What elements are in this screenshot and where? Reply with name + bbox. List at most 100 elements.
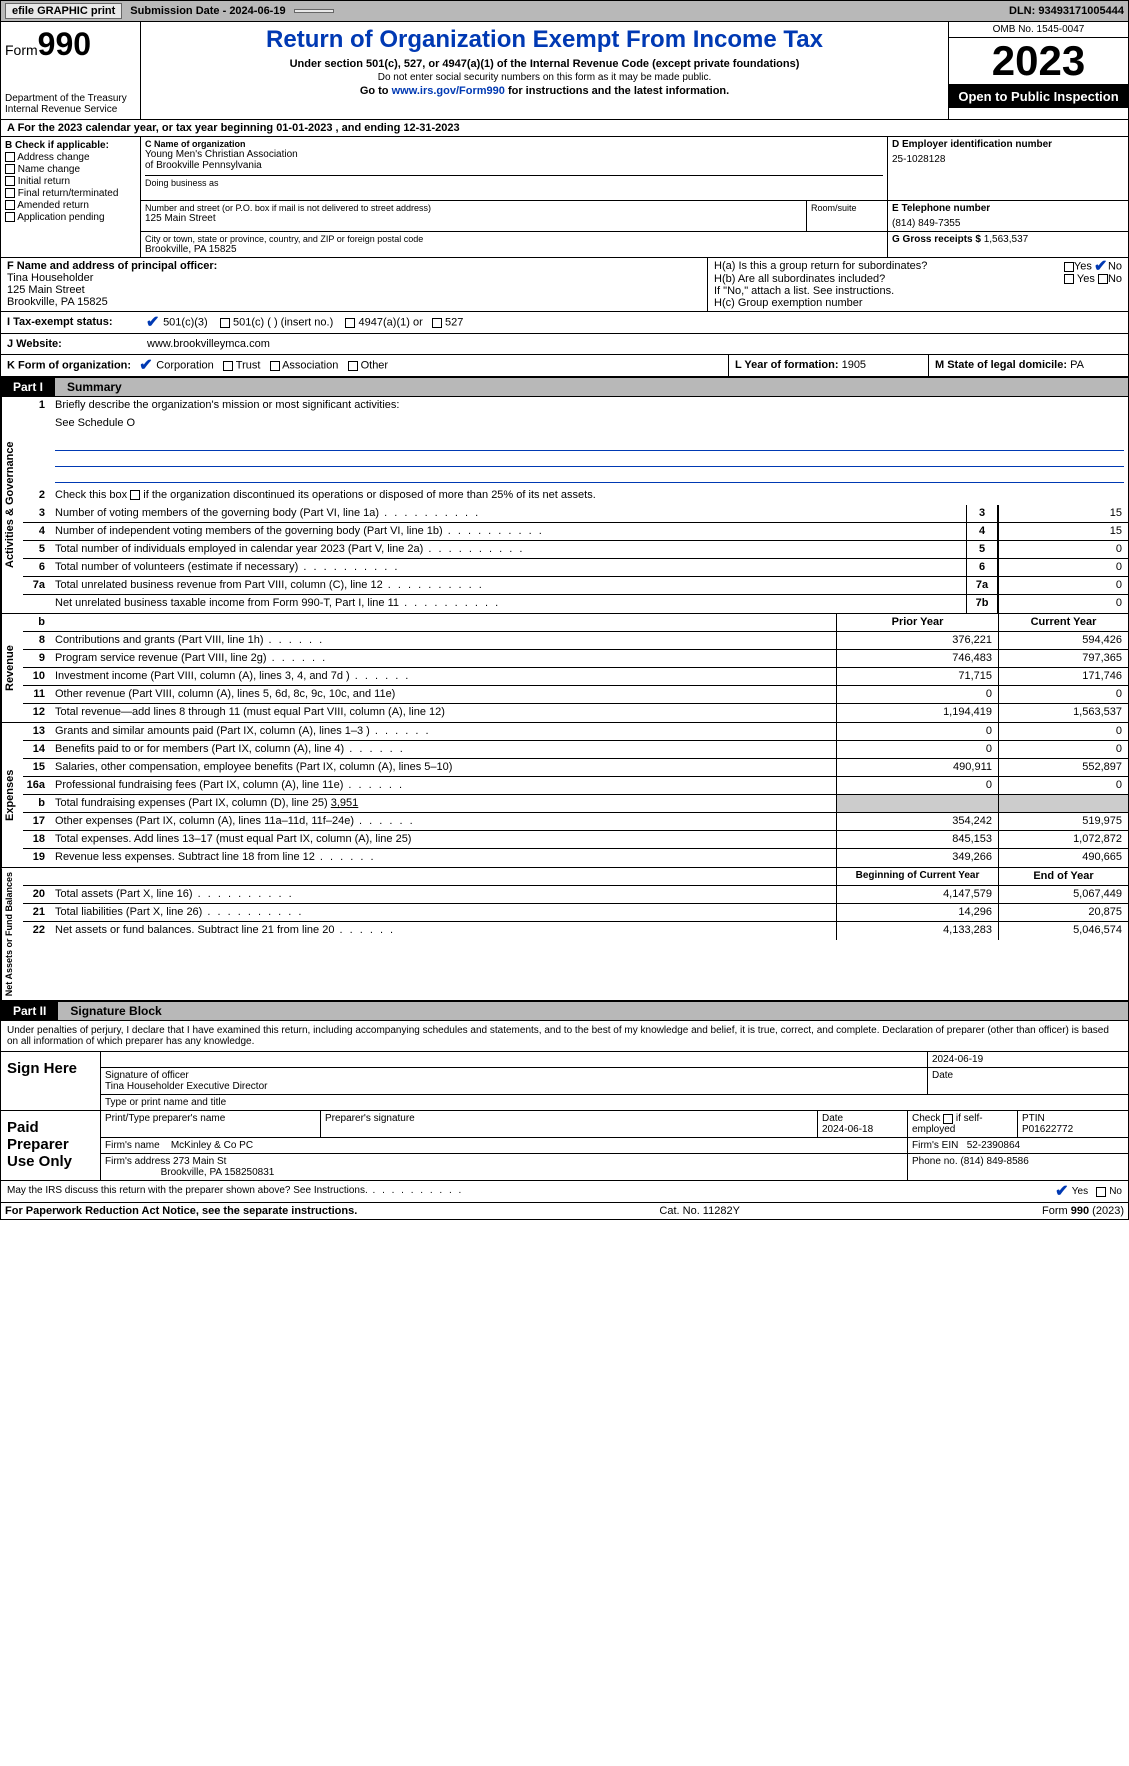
p11: 0 xyxy=(836,686,998,703)
checkbox-name[interactable] xyxy=(5,164,15,174)
subtitle-3: Go to www.irs.gov/Form990 for instructio… xyxy=(145,85,944,97)
summary-rev: Revenue bPrior YearCurrent Year 8Contrib… xyxy=(0,614,1129,723)
c19: 490,665 xyxy=(998,849,1128,867)
form-title: Return of Organization Exempt From Incom… xyxy=(145,26,944,54)
discuss-no[interactable] xyxy=(1096,1187,1106,1197)
year-formation: 1905 xyxy=(842,359,866,371)
k-other[interactable] xyxy=(348,361,358,371)
open-to-public: Open to Public Inspection xyxy=(949,85,1128,108)
v4: 15 xyxy=(998,523,1128,540)
footer: For Paperwork Reduction Act Notice, see … xyxy=(0,1203,1129,1220)
c14: 0 xyxy=(998,741,1128,758)
part2-header: Part II Signature Block xyxy=(0,1001,1129,1021)
p12: 1,194,419 xyxy=(836,704,998,722)
row-i: I Tax-exempt status: 501(c)(3) 501(c) ( … xyxy=(0,312,1129,334)
p17: 354,242 xyxy=(836,813,998,830)
l2-checkbox[interactable] xyxy=(130,490,140,500)
tax-year: 2023 xyxy=(949,38,1128,85)
p18: 845,153 xyxy=(836,831,998,848)
officer-name: Tina Householder xyxy=(7,272,701,284)
c17: 519,975 xyxy=(998,813,1128,830)
sign-date: 2024-06-19 xyxy=(928,1052,1128,1067)
c13: 0 xyxy=(998,723,1128,740)
discuss-yes-checked[interactable] xyxy=(1056,1185,1069,1198)
v5: 0 xyxy=(998,541,1128,558)
dln: DLN: 93493171005444 xyxy=(1009,5,1124,17)
k-trust[interactable] xyxy=(223,361,233,371)
firm-phone: (814) 849-8586 xyxy=(960,1156,1028,1167)
p8: 376,221 xyxy=(836,632,998,649)
checkbox-amended[interactable] xyxy=(5,200,15,210)
paid-preparer-block: Paid Preparer Use Only Print/Type prepar… xyxy=(0,1111,1129,1181)
ptin: P01622772 xyxy=(1022,1124,1073,1135)
checkbox-initial[interactable] xyxy=(5,176,15,186)
l16b-val: 3,951 xyxy=(331,797,359,809)
form-number: Form990 xyxy=(5,26,136,63)
p15: 490,911 xyxy=(836,759,998,776)
b22: 4,133,283 xyxy=(836,922,998,940)
omb-number: OMB No. 1545-0047 xyxy=(949,22,1128,38)
row-k: K Form of organization: Corporation Trus… xyxy=(0,355,1129,377)
prep-date: 2024-06-18 xyxy=(822,1124,873,1135)
checkbox-addr[interactable] xyxy=(5,152,15,162)
ha-no-checked[interactable] xyxy=(1095,260,1108,273)
summary-gov: Activities & Governance 1Briefly describ… xyxy=(0,397,1129,614)
firm-ein: 52-2390864 xyxy=(967,1140,1020,1151)
c10: 171,746 xyxy=(998,668,1128,685)
section-b-to-g: B Check if applicable: Address change Na… xyxy=(0,137,1129,258)
k-corp-checked[interactable] xyxy=(140,359,153,372)
p16a: 0 xyxy=(836,777,998,794)
summary-exp: Expenses 13Grants and similar amounts pa… xyxy=(0,723,1129,868)
e20: 5,067,449 xyxy=(998,886,1128,903)
irs-link[interactable]: www.irs.gov/Form990 xyxy=(392,85,505,97)
c18: 1,072,872 xyxy=(998,831,1128,848)
ein: 25-1028128 xyxy=(892,154,1124,165)
v7b: 0 xyxy=(998,595,1128,613)
street: 125 Main Street xyxy=(145,213,802,224)
v3: 15 xyxy=(998,505,1128,522)
i-527[interactable] xyxy=(432,318,442,328)
sig-declaration: Under penalties of perjury, I declare th… xyxy=(0,1021,1129,1052)
k-assoc[interactable] xyxy=(270,361,280,371)
hb-yes[interactable] xyxy=(1064,274,1074,284)
submission-date: Submission Date - 2024-06-19 xyxy=(130,5,285,17)
row-j: J Website: www.brookvilleymca.com xyxy=(0,334,1129,355)
c12: 1,563,537 xyxy=(998,704,1128,722)
subtitle-1: Under section 501(c), 527, or 4947(a)(1)… xyxy=(145,58,944,70)
c16a: 0 xyxy=(998,777,1128,794)
phone: (814) 849-7355 xyxy=(892,218,1124,229)
i-4947[interactable] xyxy=(345,318,355,328)
c9: 797,365 xyxy=(998,650,1128,667)
p19: 349,266 xyxy=(836,849,998,867)
c11: 0 xyxy=(998,686,1128,703)
checkbox-app[interactable] xyxy=(5,212,15,222)
firm-addr2: Brookville, PA 158250831 xyxy=(161,1167,275,1178)
discuss-row: May the IRS discuss this return with the… xyxy=(0,1181,1129,1203)
p10: 71,715 xyxy=(836,668,998,685)
ha-yes[interactable] xyxy=(1064,262,1074,272)
v6: 0 xyxy=(998,559,1128,576)
p9: 746,483 xyxy=(836,650,998,667)
subtitle-2: Do not enter social security numbers on … xyxy=(145,72,944,83)
state: PA xyxy=(1070,359,1084,371)
checkbox-final[interactable] xyxy=(5,188,15,198)
v7a: 0 xyxy=(998,577,1128,594)
blank-button[interactable] xyxy=(294,9,334,13)
b21: 14,296 xyxy=(836,904,998,921)
p14: 0 xyxy=(836,741,998,758)
self-emp-checkbox[interactable] xyxy=(943,1114,953,1124)
p13: 0 xyxy=(836,723,998,740)
form-header: Form990 Department of the Treasury Inter… xyxy=(0,22,1129,120)
e22: 5,046,574 xyxy=(998,922,1128,940)
c8: 594,426 xyxy=(998,632,1128,649)
city: Brookville, PA 15825 xyxy=(145,244,883,255)
i-5013-checked[interactable] xyxy=(147,316,160,329)
website: www.brookvilleymca.com xyxy=(141,334,276,354)
i-501c[interactable] xyxy=(220,318,230,328)
firm-name: McKinley & Co PC xyxy=(171,1140,253,1151)
mission: See Schedule O xyxy=(51,415,1128,433)
efile-button[interactable]: efile GRAPHIC print xyxy=(5,3,122,19)
e21: 20,875 xyxy=(998,904,1128,921)
sign-here-block: Sign Here 2024-06-19 Signature of office… xyxy=(0,1052,1129,1111)
officer-sig: Tina Householder Executive Director xyxy=(105,1081,267,1092)
